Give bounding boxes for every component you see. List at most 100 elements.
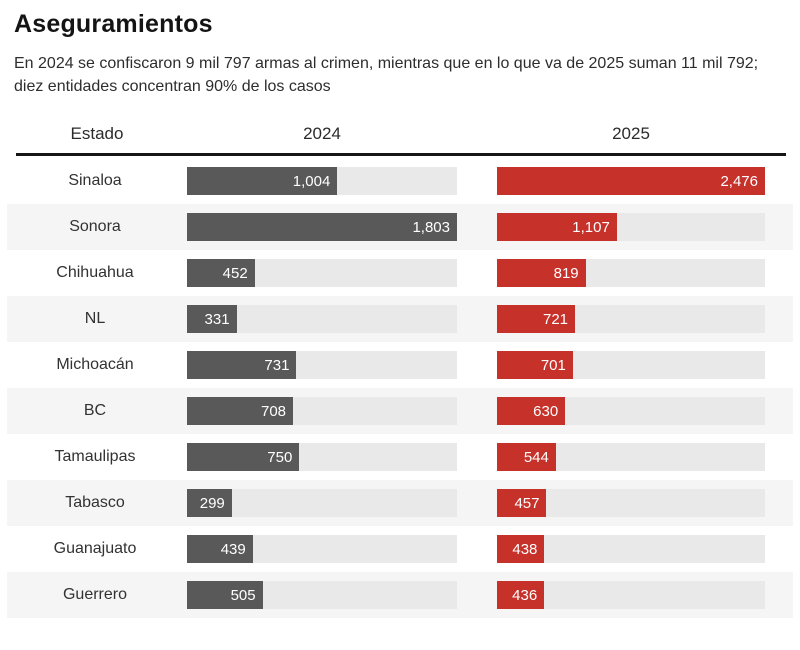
bar-2024: 731 [187,351,297,379]
bar-2024: 1,004 [187,167,338,195]
bar-value-2024: 505 [230,586,256,604]
column-gap [457,204,497,250]
column-header-2025: 2025 [612,124,650,143]
bar-2025: 630 [497,397,566,425]
bar-2024: 505 [187,581,263,609]
bar-2025: 819 [497,259,586,287]
column-gap [457,572,497,618]
table-row: Michoacán 731 701 [7,342,793,388]
bar-value-2025: 721 [543,310,569,328]
bar-value-2025: 630 [533,402,559,420]
row-endpad [765,342,793,388]
bar-2024: 439 [187,535,253,563]
bar-track-2024: 331 [187,305,457,333]
bar-2025: 2,476 [497,167,765,195]
column-gap [457,296,497,342]
bar-track-2025: 457 [497,489,765,517]
bar-2025: 457 [497,489,547,517]
row-endpad [765,158,793,204]
bar-2025: 701 [497,351,573,379]
table-row: Chihuahua 452 819 [7,250,793,296]
column-header-2024: 2024 [303,124,341,143]
bar-value-2024: 452 [222,264,248,282]
bar-track-2024: 299 [187,489,457,517]
bar-track-2025: 721 [497,305,765,333]
bar-track-2025: 438 [497,535,765,563]
column-gap [457,388,497,434]
bar-track-2025: 544 [497,443,765,471]
row-endpad [765,434,793,480]
table-row: Sinaloa 1,004 2,476 [7,158,793,204]
bar-2025: 544 [497,443,556,471]
bar-value-2024: 1,004 [292,172,331,190]
bar-value-2025: 544 [523,448,549,466]
row-endpad [765,204,793,250]
bar-value-2024: 439 [220,540,246,558]
bar-2024: 331 [187,305,237,333]
bar-value-2025: 457 [514,494,540,512]
bar-track-2024: 452 [187,259,457,287]
bar-value-2024: 331 [204,310,230,328]
row-endpad [765,296,793,342]
state-label: Sinaloa [68,172,122,189]
state-label: Guerrero [62,586,128,603]
row-endpad [765,388,793,434]
bar-value-2025: 819 [553,264,579,282]
state-label: Michoacán [56,356,134,373]
column-gap [457,342,497,388]
bar-value-2024: 750 [267,448,293,466]
column-gap [457,480,497,526]
chart-subtitle: En 2024 se confiscaron 9 mil 797 armas a… [14,55,759,95]
bar-2024: 708 [187,397,294,425]
bar-2025: 1,107 [497,213,617,241]
column-gap [457,158,497,204]
column-gap [457,250,497,296]
bar-track-2025: 2,476 [497,167,765,195]
bar-track-2025: 819 [497,259,765,287]
column-header-estado: Estado [70,124,124,143]
bar-2025: 438 [497,535,545,563]
page-title: Aseguramientos [14,10,213,38]
bar-track-2024: 1,004 [187,167,457,195]
bar-value-2025: 436 [512,586,538,604]
row-endpad [765,572,793,618]
bar-2024: 1,803 [187,213,457,241]
table-header: Estado 2024 2025 [7,119,793,153]
bar-value-2025: 701 [540,356,566,374]
state-label: Sonora [69,218,121,235]
state-label: NL [84,310,106,327]
bar-track-2025: 630 [497,397,765,425]
bar-2024: 750 [187,443,300,471]
state-label: Tamaulipas [54,448,136,465]
table-row: Tabasco 299 457 [7,480,793,526]
bar-value-2024: 708 [260,402,287,420]
table-row: Guerrero 505 436 [7,572,793,618]
bar-value-2024: 299 [199,494,225,512]
chart-page: Aseguramientos En 2024 se confiscaron 9 … [0,10,800,650]
bar-value-2025: 438 [512,540,538,558]
bar-track-2024: 731 [187,351,457,379]
bar-track-2024: 439 [187,535,457,563]
bar-2024: 299 [187,489,232,517]
bar-2025: 721 [497,305,576,333]
state-label: Guanajuato [53,540,137,557]
bar-track-2025: 701 [497,351,765,379]
table-row: BC 708 630 [7,388,793,434]
table-row: NL 331 721 [7,296,793,342]
state-label: BC [83,402,107,419]
table-row: Tamaulipas 750 544 [7,434,793,480]
bar-value-2024: 1,803 [412,218,450,236]
bar-track-2025: 436 [497,581,765,609]
header-divider [16,153,786,156]
row-endpad [765,480,793,526]
bar-track-2024: 1,803 [187,213,457,241]
table-row: Guanajuato 439 438 [7,526,793,572]
bar-track-2025: 1,107 [497,213,765,241]
bar-track-2024: 505 [187,581,457,609]
bar-track-2024: 708 [187,397,457,425]
table-row: Sonora 1,803 1,107 [7,204,793,250]
bar-value-2025: 1,107 [572,218,610,236]
state-label: Chihuahua [56,264,134,281]
bar-2024: 452 [187,259,255,287]
column-gap [457,526,497,572]
